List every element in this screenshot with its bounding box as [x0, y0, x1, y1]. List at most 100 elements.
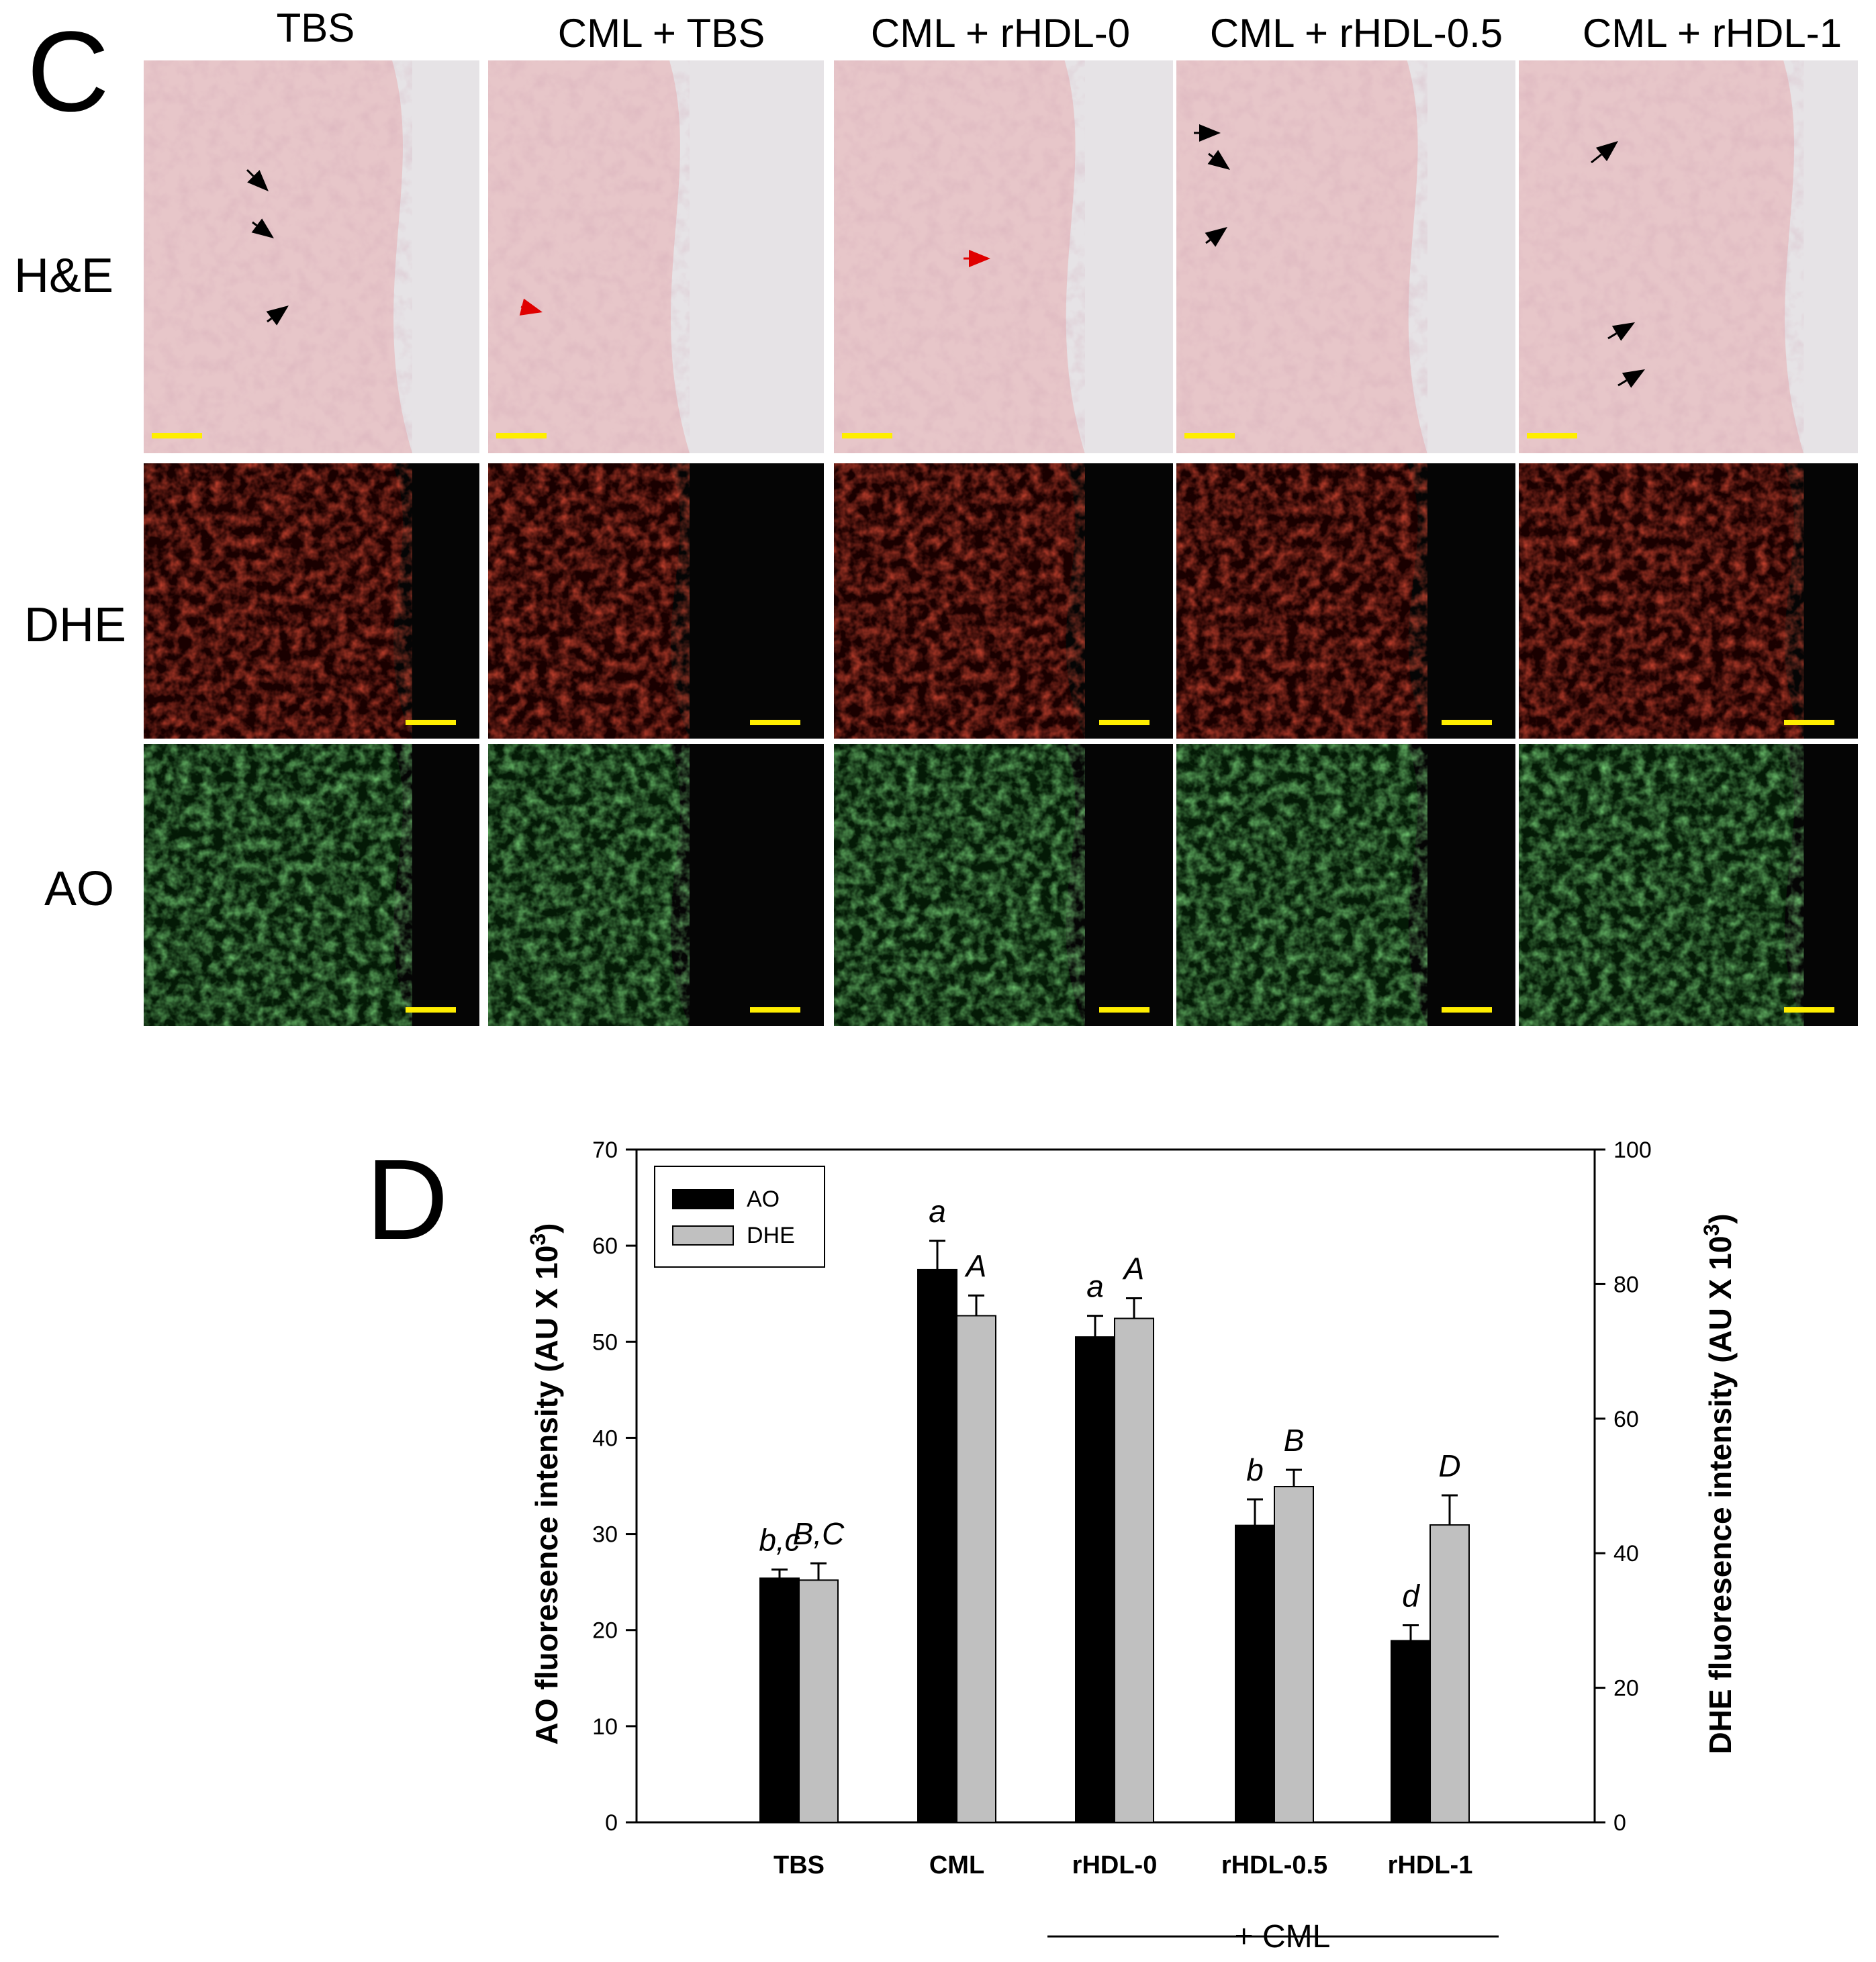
tissue-texture — [834, 60, 1085, 453]
tissue-texture — [1176, 463, 1427, 739]
y-tick-label-left: 60 — [592, 1233, 618, 1259]
panel-d-letter: D — [366, 1136, 449, 1264]
tissue-texture — [488, 463, 690, 739]
annotation-arrow — [246, 169, 269, 191]
micrograph-ao-cml-rhdl-0 — [834, 744, 1173, 1026]
bar-ao — [1235, 1524, 1275, 1823]
annotation-arrow — [1591, 141, 1618, 164]
tissue-texture — [144, 463, 412, 739]
legend-swatch-ao — [672, 1189, 734, 1209]
micrograph-ao-cml-tbs — [488, 744, 824, 1026]
micrograph-he-tbs — [144, 60, 479, 453]
micrograph-he-cml-rhdl-0 — [834, 60, 1173, 453]
column-header-cml-rhdl-0-5: CML + rHDL-0.5 — [1210, 11, 1503, 56]
micrograph-dhe-cml-rhdl-0 — [834, 463, 1173, 739]
column-header-cml-rhdl-0: CML + rHDL-0 — [871, 11, 1130, 56]
bar-dhe — [1429, 1524, 1470, 1823]
bar-ao — [1391, 1640, 1431, 1823]
y-tick-label-right: 0 — [1613, 1810, 1626, 1836]
tissue-texture — [488, 744, 690, 1026]
scale-bar — [406, 1007, 456, 1013]
row-label-he: H&E — [14, 249, 113, 303]
annotation-arrow — [1207, 150, 1230, 170]
column-header-cml-rhdl-1: CML + rHDL-1 — [1583, 11, 1842, 56]
tissue-texture — [144, 60, 412, 453]
significance-letter-dhe: D — [1438, 1448, 1460, 1483]
column-header-cml-tbs: CML + TBS — [558, 11, 765, 56]
x-tick-label: rHDL-0 — [1072, 1851, 1158, 1879]
scale-bar — [1784, 1007, 1834, 1013]
micrograph-ao-tbs — [144, 744, 479, 1026]
scale-bar — [496, 433, 547, 438]
tissue-texture — [1519, 744, 1804, 1026]
bar-ao — [759, 1577, 800, 1824]
cml-group-label: + CML — [1235, 1919, 1331, 1955]
y-tick-label-right: 20 — [1613, 1676, 1639, 1701]
y-tick-label-left: 40 — [592, 1426, 618, 1451]
legend-swatch-dhe — [672, 1225, 734, 1246]
tissue-texture — [834, 463, 1085, 739]
tissue-texture — [488, 60, 690, 453]
panel-c-letter: C — [27, 8, 109, 136]
y-axis-title-left-close: ) — [529, 1223, 564, 1233]
significance-letter-ao: a — [929, 1194, 946, 1229]
bar-ao — [917, 1268, 957, 1823]
legend: AO DHE — [654, 1166, 825, 1268]
y-tick-label-left: 20 — [592, 1618, 618, 1644]
tissue-texture — [834, 744, 1085, 1026]
significance-letter-ao: b — [1246, 1452, 1264, 1487]
scale-bar — [750, 1007, 800, 1013]
scale-bar — [1184, 433, 1235, 438]
legend-label-dhe: DHE — [747, 1223, 795, 1248]
annotation-arrow — [1607, 322, 1635, 341]
significance-letter-dhe: A — [964, 1248, 987, 1283]
micrograph-ao-cml-rhdl-1 — [1519, 744, 1858, 1026]
y-axis-title-right: DHE fluoresence intensity (AU X 103) — [1699, 1213, 1738, 1754]
significance-letter-dhe: B — [1284, 1423, 1305, 1458]
bar-dhe — [1114, 1317, 1154, 1823]
micrograph-he-cml-rhdl-1 — [1519, 60, 1858, 453]
y-tick-label-left: 30 — [592, 1522, 618, 1548]
micrograph-dhe-cml-rhdl-0-5 — [1176, 463, 1515, 739]
bar-ao — [1075, 1336, 1115, 1823]
y-tick-label-right: 100 — [1613, 1137, 1652, 1163]
annotation-arrow — [964, 250, 990, 267]
y-tick-label-right: 60 — [1613, 1407, 1639, 1432]
x-tick-label: CML — [929, 1851, 984, 1879]
y-tick-label-right: 80 — [1613, 1272, 1639, 1297]
y-axis-title-left: AO fluoresence intensity (AU X 103) — [526, 1223, 564, 1745]
x-tick-label: rHDL-0.5 — [1221, 1851, 1327, 1879]
x-tick-label: TBS — [773, 1851, 825, 1879]
tissue-texture — [1176, 60, 1427, 453]
micrograph-grid — [144, 60, 1858, 1026]
micrograph-he-cml-tbs — [488, 60, 824, 453]
row-labels: H&E DHE AO — [14, 249, 126, 916]
x-tick-label: rHDL-1 — [1388, 1851, 1473, 1879]
bar-dhe — [956, 1315, 996, 1823]
micrograph-he-cml-rhdl-0-5 — [1176, 60, 1515, 453]
y-axis-title-right-sup: 3 — [1699, 1224, 1724, 1236]
micrograph-dhe-cml-rhdl-1 — [1519, 463, 1858, 739]
annotation-arrow — [1194, 124, 1221, 142]
micrograph-dhe-cml-tbs — [488, 463, 824, 739]
scale-bar — [1442, 720, 1492, 725]
scale-bar — [152, 433, 202, 438]
micrograph-dhe-tbs — [144, 463, 479, 739]
y-tick-label-left: 10 — [592, 1714, 618, 1740]
y-axis-title-right-close: ) — [1703, 1213, 1738, 1223]
y-tick-label-left: 70 — [592, 1137, 618, 1163]
column-headers: TBS CML + TBS CML + rHDL-0 CML + rHDL-0.… — [277, 5, 1842, 56]
scale-bar — [750, 720, 800, 725]
scale-bar — [1099, 1007, 1150, 1013]
annotation-arrow — [1617, 369, 1645, 388]
annotation-arrow — [1205, 227, 1227, 247]
bar-dhe — [798, 1579, 839, 1824]
y-tick-label-left: 50 — [592, 1329, 618, 1355]
significance-letter-dhe: B,C — [793, 1516, 845, 1551]
panel-c: C TBS CML + TBS CML + rHDL-0 CML + rHDL-… — [14, 5, 1858, 1026]
significance-letter-dhe: A — [1122, 1251, 1145, 1286]
tissue-texture — [144, 744, 412, 1026]
tissue-texture — [1519, 463, 1804, 739]
